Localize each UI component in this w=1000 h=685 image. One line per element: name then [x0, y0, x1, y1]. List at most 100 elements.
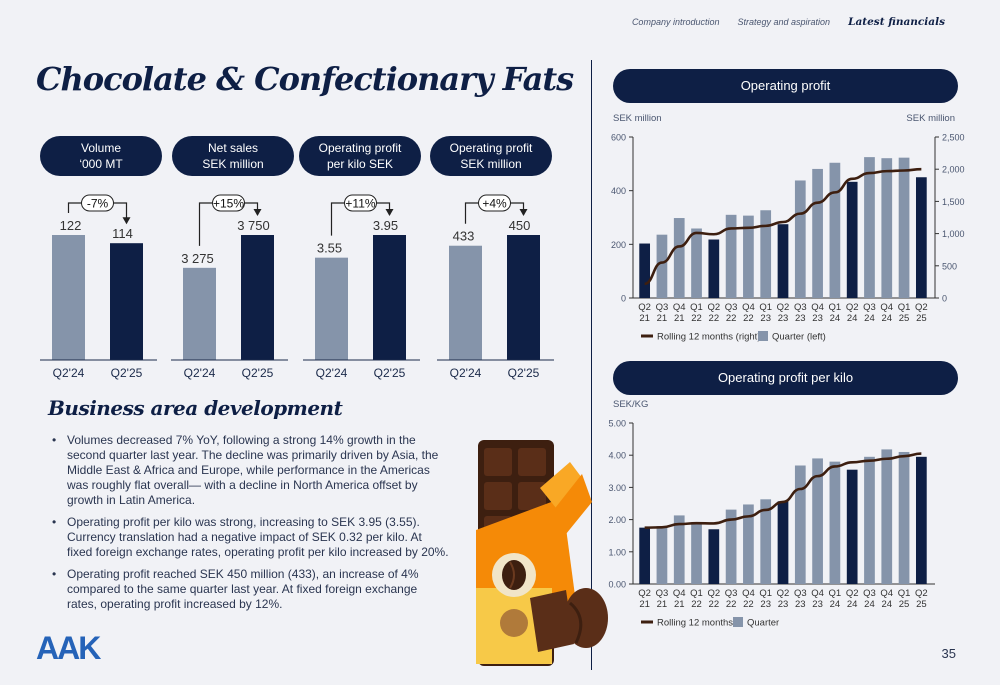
category-quarter-label: Q2: [846, 588, 859, 599]
category-quarter-label: Q4: [811, 588, 824, 599]
kpi-change-arrowhead: [122, 217, 131, 225]
category-quarter-label: Q4: [811, 302, 824, 313]
nav-company-introduction[interactable]: Company introduction: [631, 17, 720, 27]
bar-quarter: [915, 177, 927, 298]
bar-quarter: [743, 215, 754, 298]
category-quarter-label: Q1: [690, 588, 703, 599]
kpi-change-badge: [478, 194, 511, 212]
category-year-label: 23: [778, 599, 789, 610]
category-year-label: 21: [639, 313, 650, 324]
bar-quarter: [673, 515, 685, 584]
tick-label-left: 400: [611, 186, 626, 196]
bar-quarter: [708, 529, 720, 584]
bar-quarter: [864, 456, 875, 584]
bullet-item: Operating profit per kilo was strong, in…: [50, 515, 450, 560]
bar-quarter: [864, 157, 875, 298]
bar-quarter: [846, 181, 858, 298]
category-year-label: 25: [899, 313, 910, 324]
bar-quarter: [829, 162, 841, 298]
category-year-label: 23: [778, 313, 789, 324]
category-year-label: 24: [864, 313, 875, 324]
tick-label-right: 0: [942, 294, 947, 304]
category-quarter-label: Q2: [777, 302, 790, 313]
category-year-label: 24: [847, 313, 858, 324]
bar-quarter: [656, 526, 668, 584]
category-quarter-label: Q4: [880, 588, 893, 599]
category-quarter-label: Q2: [915, 588, 928, 599]
kpi-curr-value: 3 750: [237, 218, 270, 233]
bar-quarter: [881, 158, 893, 298]
bar-quarter: [639, 527, 651, 584]
tick-label-right: 1,000: [942, 229, 965, 239]
category-year-label: 25: [916, 313, 927, 324]
kpi-bar-curr: [241, 235, 274, 360]
category-quarter-label: Q4: [742, 588, 755, 599]
nav-latest-financials[interactable]: Latest financials: [848, 16, 945, 28]
category-quarter-label: Q3: [863, 588, 876, 599]
category-year-label: 23: [760, 599, 771, 610]
tick-label-right: 500: [942, 261, 957, 271]
kpi-change-badge: [212, 194, 245, 212]
kpi-label: Operating profit: [318, 141, 402, 155]
category-year-label: 22: [709, 313, 720, 324]
category-quarter-label: Q3: [725, 302, 738, 313]
category-year-label: 24: [881, 313, 892, 324]
bar-quarter: [760, 499, 772, 584]
kpi-category-label: Q2'24: [184, 366, 216, 380]
chart-title-op-per-kilo: Operating profit per kilo: [613, 361, 958, 395]
bar-quarter: [777, 501, 789, 584]
section-title: Business area development: [48, 396, 343, 420]
nav-strategy-aspiration[interactable]: Strategy and aspiration: [737, 17, 831, 27]
category-year-label: 22: [691, 313, 702, 324]
bar-quarter: [794, 180, 806, 298]
category-year-label: 21: [674, 313, 685, 324]
category-year-label: 23: [812, 599, 823, 610]
bar-quarter: [691, 228, 702, 298]
kpi-prev-value: 3 275: [181, 251, 214, 266]
category-year-label: 24: [847, 599, 858, 610]
bar-quarter: [898, 451, 910, 584]
bar-quarter: [639, 243, 651, 298]
kpi-change-badge: [344, 194, 377, 212]
tick-label-left: 5.00: [608, 419, 626, 429]
page-number: 35: [941, 646, 956, 661]
bullet-item: Operating profit reached SEK 450 million…: [50, 567, 450, 612]
category-quarter-label: Q2: [846, 302, 859, 313]
bar-quarter: [794, 465, 806, 584]
category-quarter-label: Q1: [759, 302, 772, 313]
rolling-12-months-line: [644, 167, 922, 286]
category-year-label: 23: [795, 599, 806, 610]
chart-title-operating-profit: Operating profit: [613, 69, 958, 103]
category-year-label: 21: [657, 313, 668, 324]
category-year-label: 23: [760, 313, 771, 324]
category-quarter-label: Q2: [707, 302, 720, 313]
legend-bar-label: Quarter: [747, 618, 779, 629]
bar-quarter: [725, 509, 737, 584]
category-quarter-label: Q4: [673, 302, 686, 313]
category-year-label: 21: [657, 599, 668, 610]
category-year-label: 22: [726, 599, 737, 610]
tick-label-right: 1,500: [942, 197, 965, 207]
kpi-category-label: Q2'24: [450, 366, 482, 380]
legend-bar-label: Quarter (left): [772, 332, 826, 343]
tick-label-left: 600: [611, 133, 626, 143]
tick-label-left: 1.00: [608, 547, 626, 557]
kpi-change-label: -7%: [87, 197, 109, 211]
category-quarter-label: Q1: [898, 302, 911, 313]
kpi-label: Volume: [80, 141, 122, 155]
category-quarter-label: Q3: [794, 302, 807, 313]
category-year-label: 24: [864, 599, 875, 610]
kpi-category-label: Q2'25: [374, 366, 406, 380]
kpi-pill-op-profit: Operating profit SEK million: [430, 136, 552, 176]
category-year-label: 21: [639, 599, 650, 610]
category-quarter-label: Q3: [656, 302, 669, 313]
bar-quarter: [915, 456, 927, 584]
axis-unit-right: SEK million: [906, 113, 955, 124]
category-quarter-label: Q2: [638, 588, 651, 599]
kpi-prev-value: 433: [453, 229, 475, 244]
category-quarter-label: Q3: [656, 588, 669, 599]
bar-quarter: [691, 522, 702, 584]
bullet-item: Volumes decreased 7% YoY, following a st…: [50, 433, 450, 508]
category-year-label: 22: [743, 599, 754, 610]
kpi-change-label: +15%: [213, 197, 244, 211]
